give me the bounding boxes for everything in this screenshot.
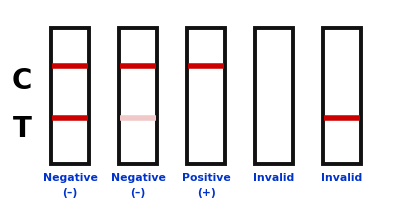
- Text: (+): (+): [197, 188, 215, 198]
- Text: Negative: Negative: [42, 173, 98, 183]
- Text: C: C: [12, 67, 32, 95]
- Text: (–): (–): [62, 188, 78, 198]
- FancyBboxPatch shape: [255, 28, 293, 164]
- FancyBboxPatch shape: [323, 28, 361, 164]
- Text: Invalid: Invalid: [321, 173, 363, 183]
- Text: Negative: Negative: [110, 173, 166, 183]
- Text: Positive: Positive: [182, 173, 230, 183]
- FancyBboxPatch shape: [119, 28, 157, 164]
- Text: T: T: [12, 115, 32, 143]
- Text: Invalid: Invalid: [253, 173, 295, 183]
- FancyBboxPatch shape: [51, 28, 89, 164]
- FancyBboxPatch shape: [187, 28, 225, 164]
- Text: (–): (–): [130, 188, 146, 198]
